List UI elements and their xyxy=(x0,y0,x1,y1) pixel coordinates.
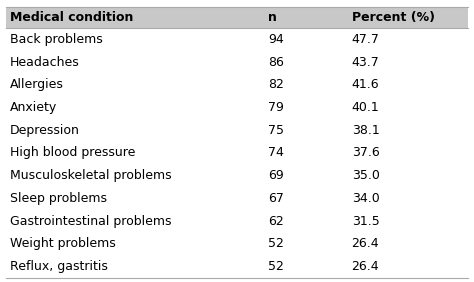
Text: 35.0: 35.0 xyxy=(352,169,380,182)
Text: Depression: Depression xyxy=(10,124,80,137)
Text: 47.7: 47.7 xyxy=(352,33,380,46)
Text: Musculoskeletal problems: Musculoskeletal problems xyxy=(10,169,172,182)
Text: 26.4: 26.4 xyxy=(352,260,379,273)
Bar xyxy=(6,7,468,28)
Text: 52: 52 xyxy=(268,237,284,250)
Text: Allergies: Allergies xyxy=(10,78,64,91)
Text: 37.6: 37.6 xyxy=(352,146,379,160)
Text: 31.5: 31.5 xyxy=(352,215,379,228)
Text: High blood pressure: High blood pressure xyxy=(10,146,135,160)
Text: 79: 79 xyxy=(268,101,284,114)
Text: Gastrointestinal problems: Gastrointestinal problems xyxy=(10,215,172,228)
Text: 52: 52 xyxy=(268,260,284,273)
Text: 34.0: 34.0 xyxy=(352,192,379,205)
Text: 75: 75 xyxy=(268,124,284,137)
Text: 86: 86 xyxy=(268,56,284,69)
Text: 40.1: 40.1 xyxy=(352,101,379,114)
Text: Percent (%): Percent (%) xyxy=(352,11,435,24)
Text: Reflux, gastritis: Reflux, gastritis xyxy=(10,260,108,273)
Text: Sleep problems: Sleep problems xyxy=(10,192,107,205)
Text: 26.4: 26.4 xyxy=(352,237,379,250)
Text: Medical condition: Medical condition xyxy=(10,11,133,24)
Text: n: n xyxy=(268,11,277,24)
Text: Back problems: Back problems xyxy=(10,33,102,46)
Text: 41.6: 41.6 xyxy=(352,78,379,91)
Text: Headaches: Headaches xyxy=(10,56,80,69)
Text: 43.7: 43.7 xyxy=(352,56,379,69)
Text: Anxiety: Anxiety xyxy=(10,101,57,114)
Text: 67: 67 xyxy=(268,192,284,205)
Text: 69: 69 xyxy=(268,169,284,182)
Text: Weight problems: Weight problems xyxy=(10,237,116,250)
Text: 74: 74 xyxy=(268,146,284,160)
Text: 82: 82 xyxy=(268,78,284,91)
Text: 38.1: 38.1 xyxy=(352,124,379,137)
Text: 62: 62 xyxy=(268,215,284,228)
Text: 94: 94 xyxy=(268,33,284,46)
